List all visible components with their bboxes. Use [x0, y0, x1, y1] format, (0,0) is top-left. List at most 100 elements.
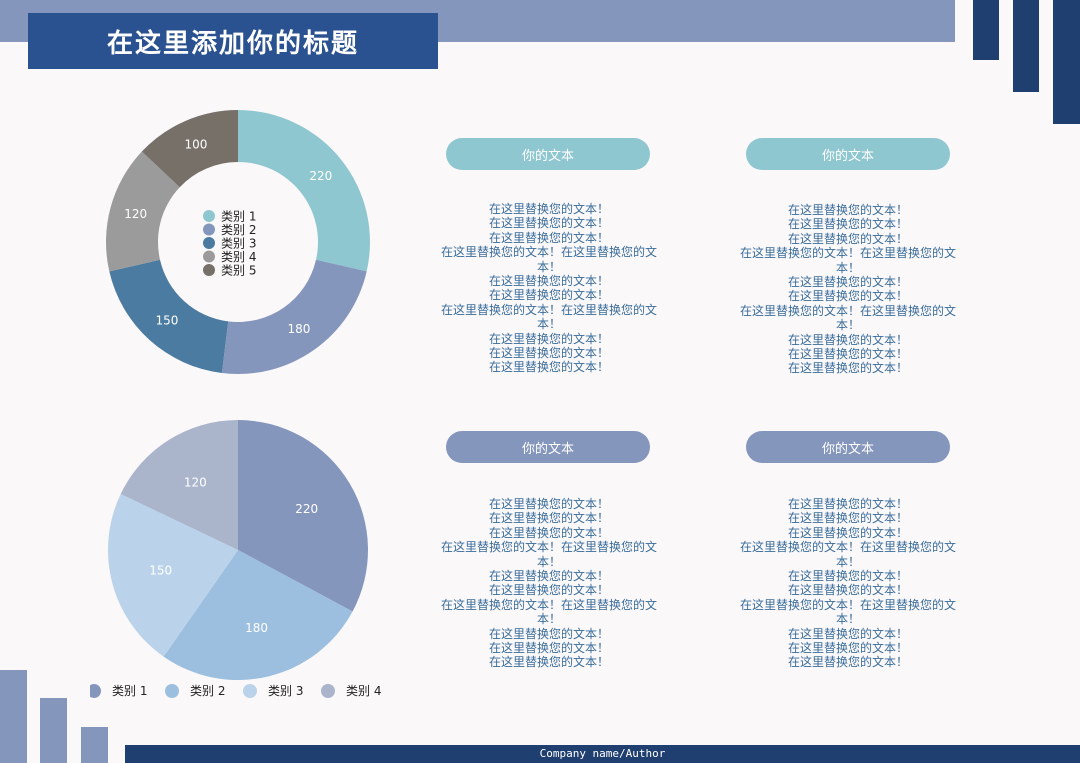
text-line: 在这里替换您的文本！	[488, 511, 609, 526]
page-title: 在这里添加你的标题	[28, 13, 438, 69]
deco-bar-2	[1013, 0, 1039, 92]
text-line: 本！	[536, 259, 561, 274]
text-line: 在这里替换您的文本！在这里替换您的文	[739, 597, 956, 612]
text-line: 在这里替换您的文本！在这里替换您的文	[440, 540, 657, 555]
text-line: 在这里替换您的文本！	[488, 360, 609, 375]
deco-bar-1	[973, 0, 999, 60]
text-line: 本！	[835, 260, 860, 275]
legend-label: 类别 4	[221, 250, 256, 264]
slice-4	[120, 420, 238, 550]
card-1-label: 你的文本	[446, 138, 650, 170]
card-3-label: 你的文本	[446, 431, 650, 463]
slice-2	[163, 550, 353, 680]
text-line: 在这里替换您的文本！	[787, 332, 908, 347]
text-line: 在这里替换您的文本！在这里替换您的文	[440, 302, 657, 317]
footer-author: Company name/Author	[125, 745, 1080, 763]
deco-bar-bottom-3	[81, 727, 108, 763]
data-label: 180	[245, 621, 268, 635]
card-4-text: 在这里替换您的文本！ 在这里替换您的文本！ 在这里替换您的文本！ 在这里替换您的文本！…	[728, 497, 968, 670]
data-label: 120	[184, 475, 207, 489]
slice-2	[221, 259, 367, 374]
text-line: 在这里替换您的文本！	[488, 230, 609, 245]
legend-label: 类别 3	[221, 237, 256, 251]
deco-bar-3	[1053, 0, 1080, 124]
card-4-label: 你的文本	[746, 431, 950, 463]
slice-1	[238, 420, 368, 612]
slice-3	[109, 259, 229, 374]
text-line: 在这里替换您的文本！	[787, 289, 908, 304]
text-line: 本！	[835, 318, 860, 333]
text-line: 在这里替换您的文本！	[787, 361, 908, 376]
legend-marker	[243, 684, 257, 698]
data-label: 100	[184, 138, 207, 152]
text-line: 在这里替换您的文本！在这里替换您的文	[739, 303, 956, 318]
text-line: 在这里替换您的文本！在这里替换您的文	[440, 245, 657, 260]
text-line: 在这里替换您的文本！	[488, 626, 609, 641]
data-label: 150	[149, 563, 172, 577]
text-line: 在这里替换您的文本！	[787, 347, 908, 362]
text-line: 在这里替换您的文本！	[787, 655, 908, 670]
legend-label: 类别 5	[221, 264, 256, 278]
data-label: 220	[295, 502, 318, 516]
legend-label: 类别 1	[112, 684, 147, 698]
text-line: 在这里替换您的文本！	[787, 525, 908, 540]
legend-label: 类别 4	[346, 684, 381, 698]
text-line: 在这里替换您的文本！	[488, 641, 609, 656]
text-line: 本！	[536, 317, 561, 332]
card-3-text: 在这里替换您的文本！ 在这里替换您的文本！ 在这里替换您的文本！ 在这里替换您的文本！…	[429, 497, 669, 670]
card-2-text: 在这里替换您的文本！ 在这里替换您的文本！ 在这里替换您的文本！ 在这里替换您的文本！…	[728, 203, 968, 376]
text-line: 在这里替换您的文本！	[488, 583, 609, 598]
data-label: 120	[124, 207, 147, 221]
text-line: 在这里替换您的文本！	[787, 641, 908, 656]
text-line: 在这里替换您的文本！	[787, 217, 908, 232]
legend-marker	[321, 684, 335, 698]
slice-5	[141, 110, 238, 188]
data-label: 220	[309, 169, 332, 183]
legend-marker	[203, 210, 215, 222]
legend-marker	[203, 250, 215, 263]
data-label: 180	[287, 322, 310, 336]
text-line: 在这里替换您的文本！	[787, 497, 908, 511]
text-line: 在这里替换您的文本！	[488, 202, 609, 216]
text-line: 在这里替换您的文本！	[488, 525, 609, 540]
text-line: 本！	[536, 554, 561, 569]
legend-label: 类别 1	[221, 210, 256, 224]
legend-marker	[203, 264, 215, 276]
slice-3	[108, 493, 238, 657]
text-line: 在这里替换您的文本！在这里替换您的文	[739, 246, 956, 261]
text-line: 本！	[835, 612, 860, 627]
data-label: 150	[156, 314, 179, 328]
text-line: 在这里替换您的文本！	[787, 583, 908, 598]
pie-chart: 220 180 150 120 类别 1 类别 2 类别 3 类别 4	[90, 420, 381, 698]
text-line: 在这里替换您的文本！	[787, 569, 908, 584]
text-line: 本！	[536, 612, 561, 627]
text-line: 在这里替换您的文本！	[787, 626, 908, 641]
legend-marker	[203, 237, 215, 249]
text-line: 在这里替换您的文本！	[488, 331, 609, 346]
deco-bar-bottom-2	[40, 698, 67, 763]
donut-chart: 220 180 150 120 100 类别 1类别 2类别 3类别 4类别 5	[106, 110, 370, 374]
slice-4	[106, 151, 180, 272]
card-2-label: 你的文本	[746, 138, 950, 170]
text-line: 在这里替换您的文本！	[488, 288, 609, 303]
text-line: 在这里替换您的文本！	[488, 497, 609, 511]
text-line: 在这里替换您的文本！	[787, 203, 908, 217]
legend-marker	[165, 684, 179, 698]
legend-label: 类别 2	[190, 684, 225, 698]
text-line: 本！	[835, 554, 860, 569]
legend-marker	[90, 684, 101, 698]
text-line: 在这里替换您的文本！在这里替换您的文	[440, 597, 657, 612]
text-line: 在这里替换您的文本！	[787, 275, 908, 290]
legend-label: 类别 2	[221, 223, 256, 237]
text-line: 在这里替换您的文本！	[488, 216, 609, 231]
text-line: 在这里替换您的文本！	[787, 511, 908, 526]
text-line: 在这里替换您的文本！在这里替换您的文	[739, 540, 956, 555]
text-line: 在这里替换您的文本！	[488, 274, 609, 289]
text-line: 在这里替换您的文本！	[488, 569, 609, 584]
text-line: 在这里替换您的文本！	[488, 655, 609, 670]
text-line: 在这里替换您的文本！	[488, 346, 609, 361]
text-line: 在这里替换您的文本！	[787, 231, 908, 246]
legend-marker	[203, 223, 215, 236]
slice-1	[238, 110, 370, 272]
legend-label: 类别 3	[268, 684, 303, 698]
